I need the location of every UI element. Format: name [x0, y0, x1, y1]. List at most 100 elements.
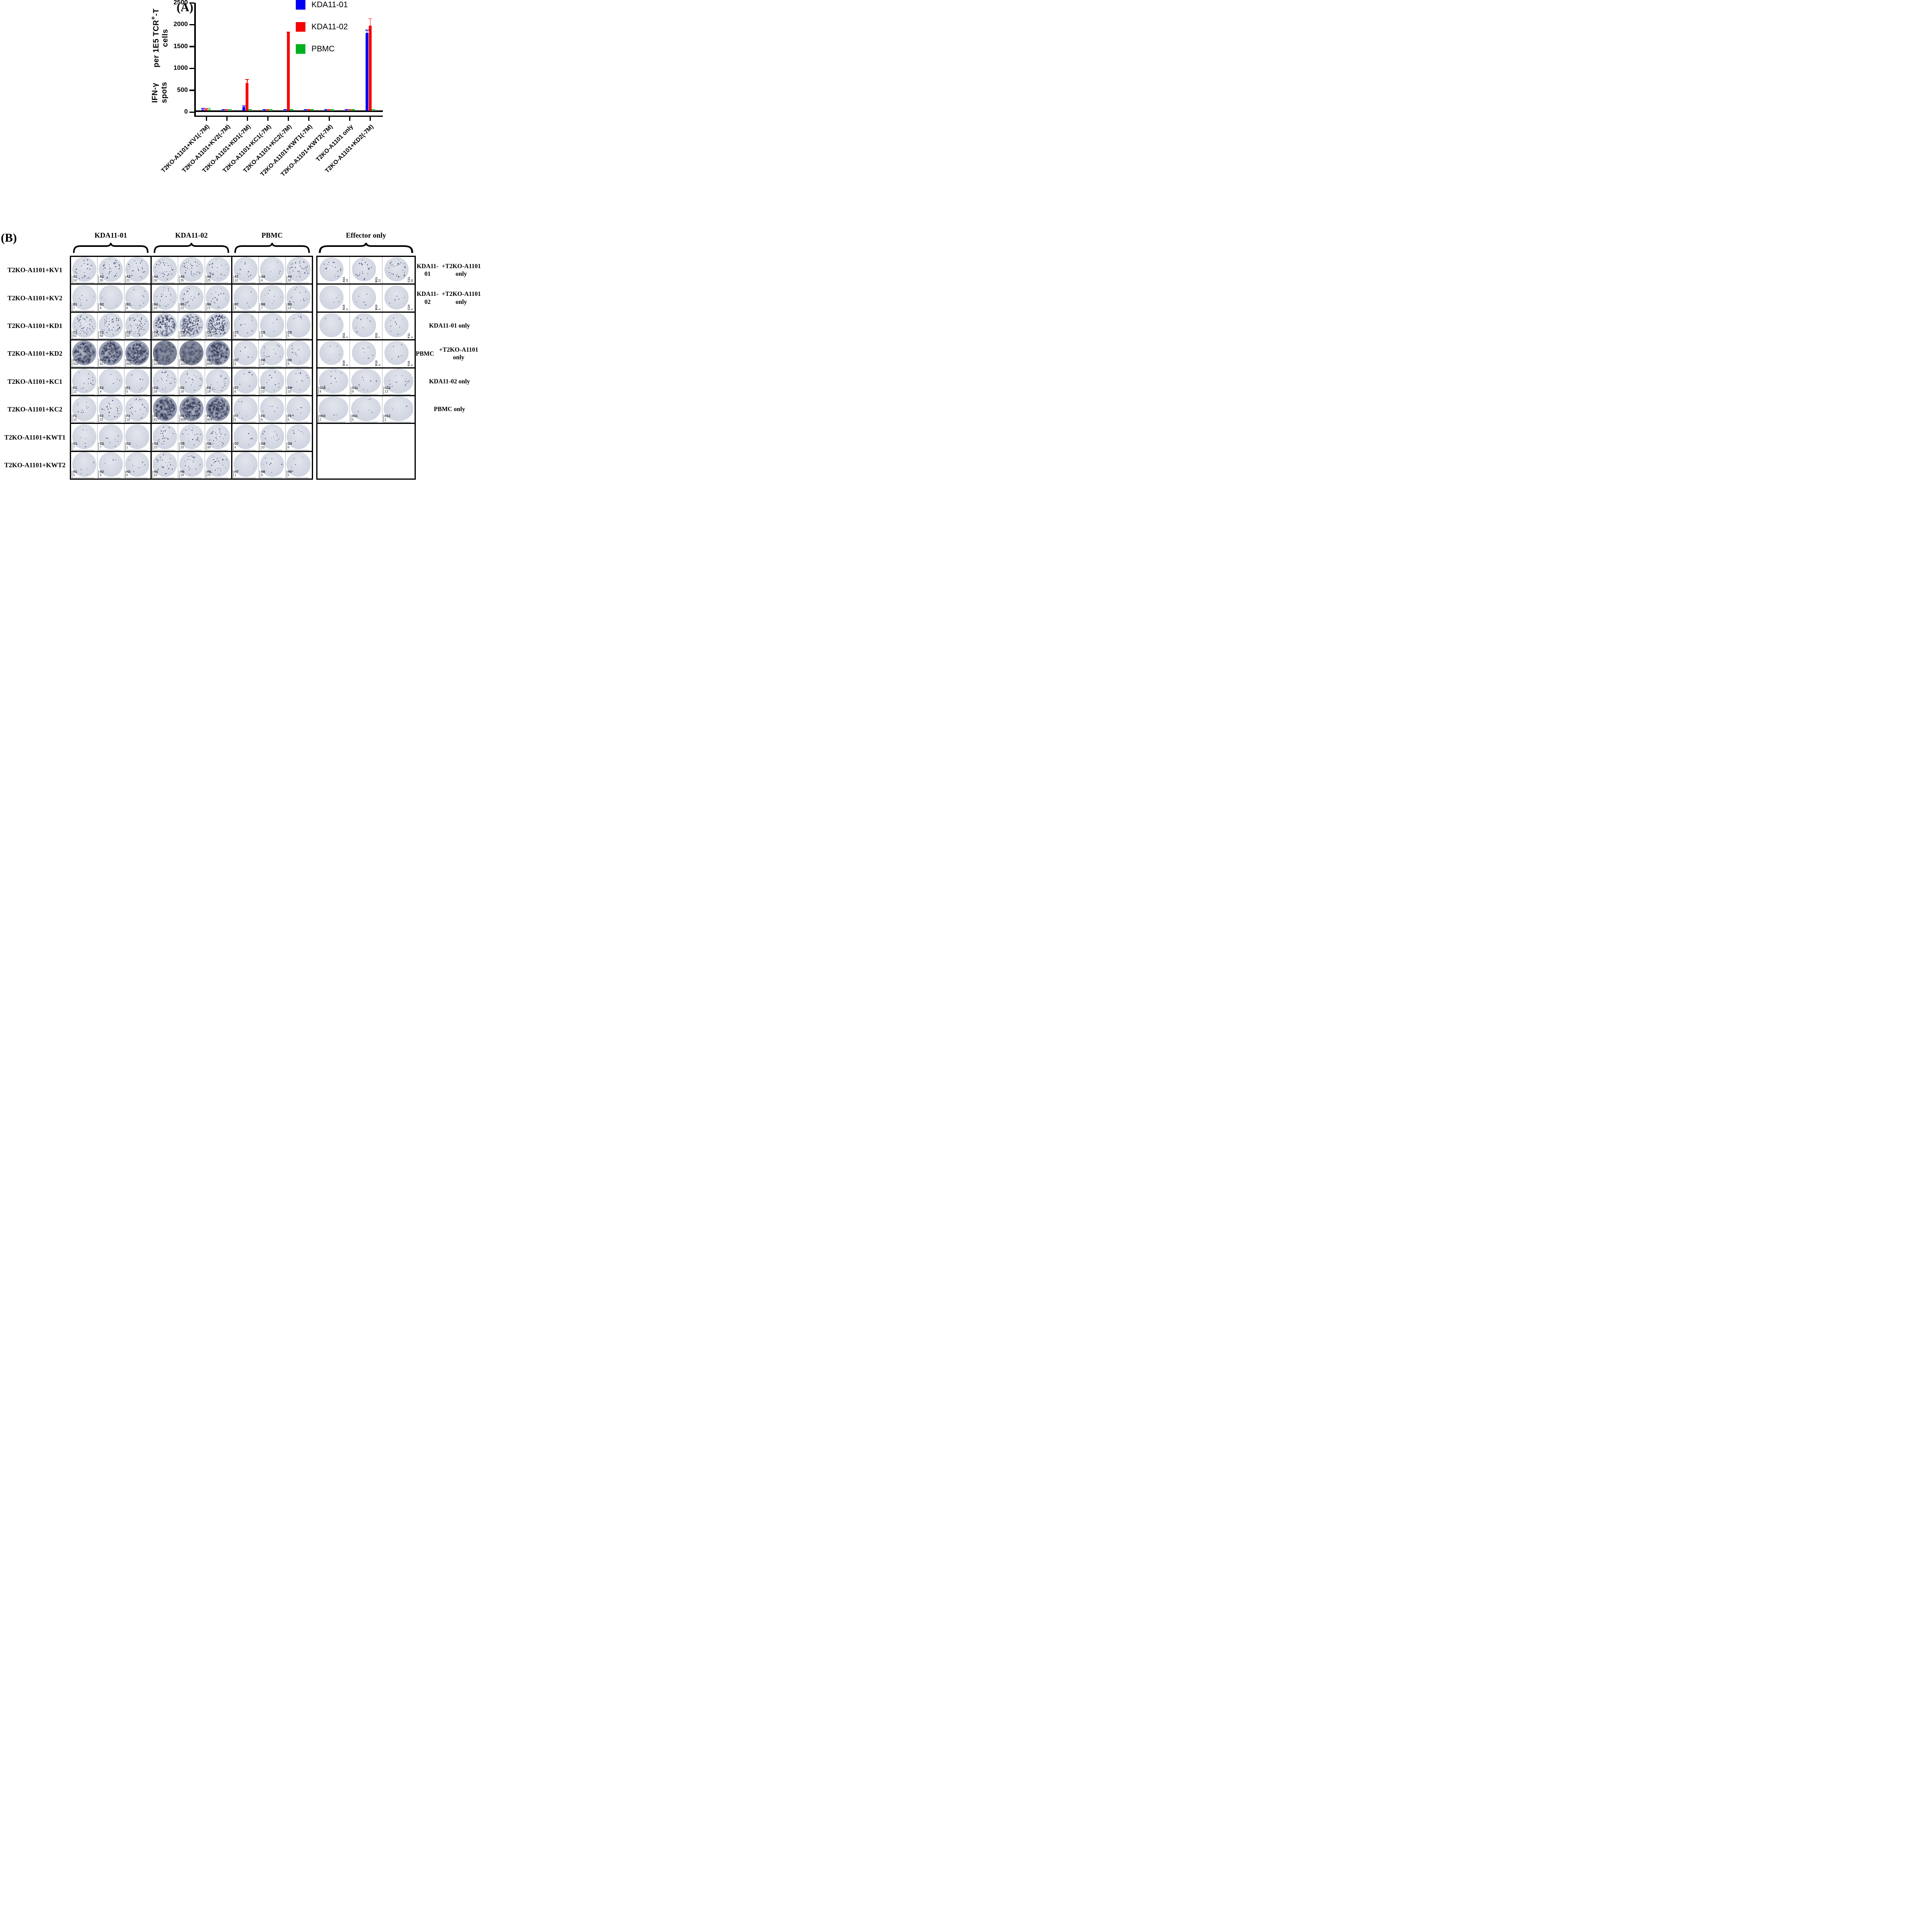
elispot-well	[153, 285, 177, 310]
elispot-well	[384, 341, 409, 365]
well-cell: G2 7	[97, 424, 124, 451]
bar-PBMC	[208, 110, 211, 111]
well-id: B1	[73, 303, 77, 307]
elispot-well	[260, 452, 284, 477]
well-spots	[272, 464, 273, 465]
right-label-line: KDA11-01	[417, 263, 439, 278]
well-cell: F10 5	[382, 340, 415, 367]
well-cell: C6 364	[204, 312, 231, 340]
row-label: T2KO-A1101+KWT2	[4, 461, 66, 469]
elispot-well	[352, 313, 376, 337]
bar-group	[371, 108, 375, 111]
bar-group	[204, 107, 208, 111]
well-id: B4	[154, 303, 158, 307]
x-axis-category-tick	[288, 117, 289, 121]
well-label: E8 10	[260, 387, 282, 395]
well-label: B1 7	[72, 303, 94, 311]
error-bar-cap	[351, 109, 355, 110]
y-axis-tick	[189, 46, 194, 47]
well-id: F1	[73, 414, 77, 418]
elispot-well	[384, 257, 409, 282]
well-label: E5 16	[179, 387, 201, 395]
well-id: D2	[100, 358, 104, 362]
elispot-well	[98, 452, 123, 477]
well-id: C6	[207, 330, 211, 334]
elispot-well	[233, 452, 258, 477]
well-spots	[331, 269, 332, 270]
y-axis-tick	[189, 67, 194, 69]
bar-KDA11-01	[304, 110, 307, 111]
right-label	[416, 451, 483, 480]
well-count: 20	[180, 445, 184, 449]
error-bar-line	[246, 79, 248, 83]
well-id: F2	[100, 414, 104, 418]
well-id: B8	[261, 303, 265, 307]
chart-legend: KDA11-01 KDA11-02 PBMC	[296, 0, 348, 66]
well-id: B5	[180, 303, 185, 307]
well-cell: H2 3	[97, 452, 124, 479]
bar-group	[266, 108, 270, 111]
well-label: H9 5	[286, 470, 309, 478]
y-axis-tick-label: 2500	[173, 0, 188, 6]
well-cell: C1 62	[71, 312, 97, 339]
well-id: F9	[287, 414, 291, 418]
well-cell: B2 4	[97, 285, 124, 312]
well-cell: G4 23	[152, 424, 178, 450]
well-cell: E1 12	[71, 368, 97, 395]
group-box-KDA11-01: G1 7 G2 7 G3 1	[70, 423, 152, 452]
well-count: 8	[234, 334, 236, 338]
well-id: F4	[154, 414, 158, 418]
bar-KDA11-02	[225, 110, 228, 111]
well-label: G9 6	[286, 442, 309, 450]
brace-decoration	[234, 242, 311, 254]
well-count: 12	[73, 390, 77, 394]
superscript-plus: +	[150, 16, 157, 20]
elispot-well	[72, 452, 96, 477]
bar-group	[303, 108, 307, 111]
bar-KDA11-02	[368, 25, 372, 111]
well-label: E2 4	[98, 387, 121, 395]
well-id: B6	[207, 303, 211, 307]
group-box-PBMC: D7 5 D8 12 D9 9	[231, 339, 313, 369]
bar-group	[283, 108, 287, 111]
error-bar-cap	[266, 109, 270, 110]
well-id: H3	[126, 470, 130, 474]
well-cell: B1 7	[71, 285, 97, 311]
right-label: PBMC +T2KO-A1101 only	[416, 339, 483, 368]
well-count: 4	[100, 306, 102, 310]
elispot-well	[287, 285, 311, 310]
elispot-well	[384, 368, 413, 393]
legend-label: PBMC	[311, 44, 335, 53]
elispot-well	[319, 285, 344, 309]
y-axis-extension	[194, 112, 196, 117]
bar-group	[310, 108, 314, 111]
well-count: 13	[287, 306, 291, 310]
elispot-well	[98, 285, 123, 310]
grid-row: T2KO-A1101+KV2 B1 7 B2 4 B3 8 B4 20 B5 22 B6 21 B7 3 B8…	[0, 283, 483, 313]
y-axis-tick-label: 500	[177, 86, 188, 94]
grid-row: T2KO-A1101+KC2 F1 10 F2 22 F3 19 F4 917 F5 909 F6 90…	[0, 395, 483, 424]
elispot-well	[287, 424, 311, 449]
well-label: F8 6	[260, 414, 282, 423]
well-cell: G1 7	[71, 424, 97, 450]
well-cell: C9 5	[285, 312, 312, 340]
legend-item-KDA11-02: KDA11-02	[296, 22, 348, 32]
x-axis-zero-line	[194, 110, 383, 112]
well-count: 4	[234, 445, 236, 449]
well-label: D7 5	[233, 358, 256, 367]
right-label-line: +T2KO-A1101 only	[441, 291, 481, 305]
brace-icon	[319, 242, 413, 254]
well-cell: E9 10	[285, 368, 312, 395]
bar-group	[286, 31, 290, 111]
well-cell: B3 8	[124, 285, 150, 312]
well-cell: A8 4	[258, 257, 285, 284]
well-label: H5 24	[179, 470, 201, 478]
well-count: 2	[384, 417, 386, 421]
row-label: T2KO-A1101+KD1	[7, 322, 63, 330]
group-box-PBMC: C7 8 C8 3 C9 5	[231, 311, 313, 341]
well-cell: D9 9	[285, 340, 312, 367]
grid-row: T2KO-A1101+KD1 C1 62 C2 64 C3 50 C4 347 C5 288 C6 36…	[0, 311, 483, 341]
elispot-well	[260, 396, 284, 421]
well-count: 9	[410, 336, 414, 338]
x-axis-category-tick	[370, 117, 371, 121]
